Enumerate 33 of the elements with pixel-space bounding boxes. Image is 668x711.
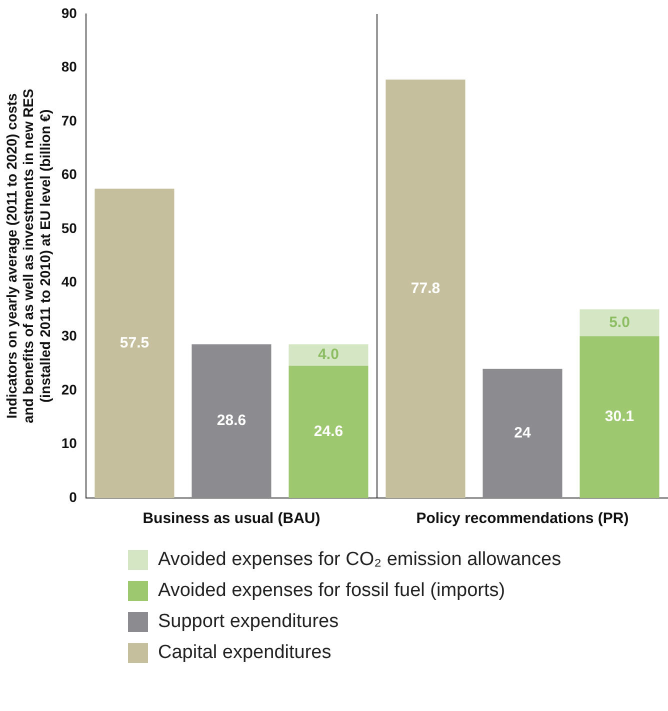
data-label: 77.8 — [410, 280, 440, 297]
bar — [288, 344, 368, 366]
bar — [94, 188, 174, 498]
bar — [192, 344, 272, 498]
x-tick-label: Business as usual (BAU) — [142, 510, 320, 528]
bar — [482, 368, 562, 498]
data-label: 24 — [514, 424, 532, 442]
y-tick-label: 50 — [61, 220, 78, 236]
legend-label: Avoided expenses for fossil fuel (imports) — [158, 580, 506, 602]
legend-label: Capital expenditures — [158, 642, 332, 664]
y-tick-label: 30 — [61, 328, 78, 344]
data-label: 24.6 — [314, 422, 344, 440]
data-label: 4.0 — [318, 346, 339, 364]
bar — [288, 366, 368, 498]
y-tick-label: 10 — [61, 435, 78, 452]
bar — [580, 336, 660, 498]
data-label: 5.0 — [609, 314, 630, 331]
bar — [386, 80, 466, 498]
y-tick-label: 0 — [69, 488, 78, 505]
y-tick-label: 80 — [61, 58, 78, 75]
data-label: 28.6 — [216, 412, 246, 430]
y-tick-label: 40 — [61, 274, 78, 290]
y-axis-title: Indicators on yearly average (2011 to 2020) costs and benefits of as well as investments in new RES (installed 2011 to 2010) at EU level (billion €) — [3, 88, 53, 424]
y-tick-label: 90 — [61, 4, 78, 21]
x-tick-label: Policy recommendations (PR) — [416, 510, 629, 528]
y-tick-label: 60 — [61, 166, 78, 182]
data-label: 30.1 — [604, 408, 634, 426]
y-tick-label: 70 — [61, 112, 78, 128]
legend-label: Avoided expenses for CO₂ emission allowances — [158, 548, 562, 570]
y-tick-label: 20 — [61, 381, 78, 398]
legend-label: Support expenditures — [158, 610, 339, 632]
data-label: 57.5 — [120, 334, 150, 352]
bar — [580, 309, 660, 336]
